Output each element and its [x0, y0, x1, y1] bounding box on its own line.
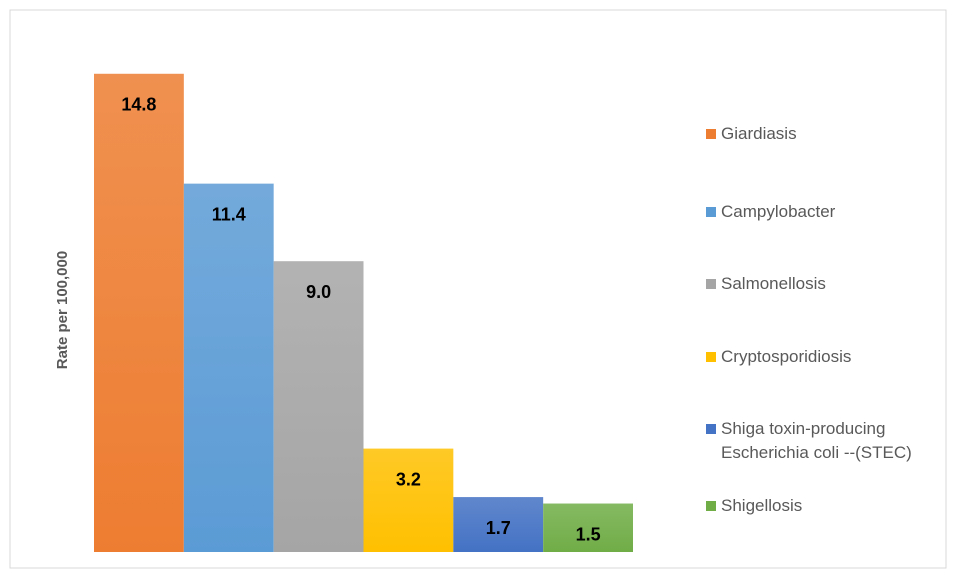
- legend-item: Cryptosporidiosis: [706, 345, 946, 369]
- bar: [543, 503, 633, 552]
- legend-label: Giardiasis: [721, 124, 797, 143]
- legend-swatch: [706, 501, 716, 511]
- data-label: 14.8: [121, 95, 156, 115]
- y-axis-label: Rate per 100,000: [54, 251, 71, 369]
- legend-item: Giardiasis: [706, 122, 946, 146]
- legend-label: Shigellosis: [721, 496, 803, 515]
- legend-swatch: [706, 352, 716, 362]
- legend-label: Salmonellosis: [721, 274, 826, 293]
- data-label: 3.2: [396, 469, 421, 489]
- bar: [94, 73, 184, 553]
- legend-label: Cryptosporidiosis: [721, 347, 852, 366]
- legend-item: Salmonellosis: [706, 272, 946, 296]
- legend-swatch: [706, 207, 716, 217]
- legend-item: Shiga toxin-producing Escherichia coli -…: [706, 417, 946, 465]
- legend-swatch: [706, 279, 716, 289]
- legend-label: Shiga toxin-producing Escherichia coli -…: [721, 419, 912, 462]
- data-label: 1.5: [576, 524, 601, 544]
- legend-item: Shigellosis: [706, 494, 946, 518]
- bar: [363, 448, 454, 552]
- bar: [183, 183, 274, 552]
- bar: [453, 497, 544, 552]
- legend-item: Campylobacter: [706, 200, 946, 224]
- legend-swatch: [706, 129, 716, 139]
- data-label: 1.7: [486, 518, 511, 538]
- legend-swatch: [706, 424, 716, 434]
- legend-label: Campylobacter: [721, 202, 836, 221]
- bar: [273, 261, 364, 552]
- chart-frame: [9, 9, 947, 569]
- data-label: 11.4: [212, 204, 246, 224]
- data-label: 9.0: [306, 282, 331, 302]
